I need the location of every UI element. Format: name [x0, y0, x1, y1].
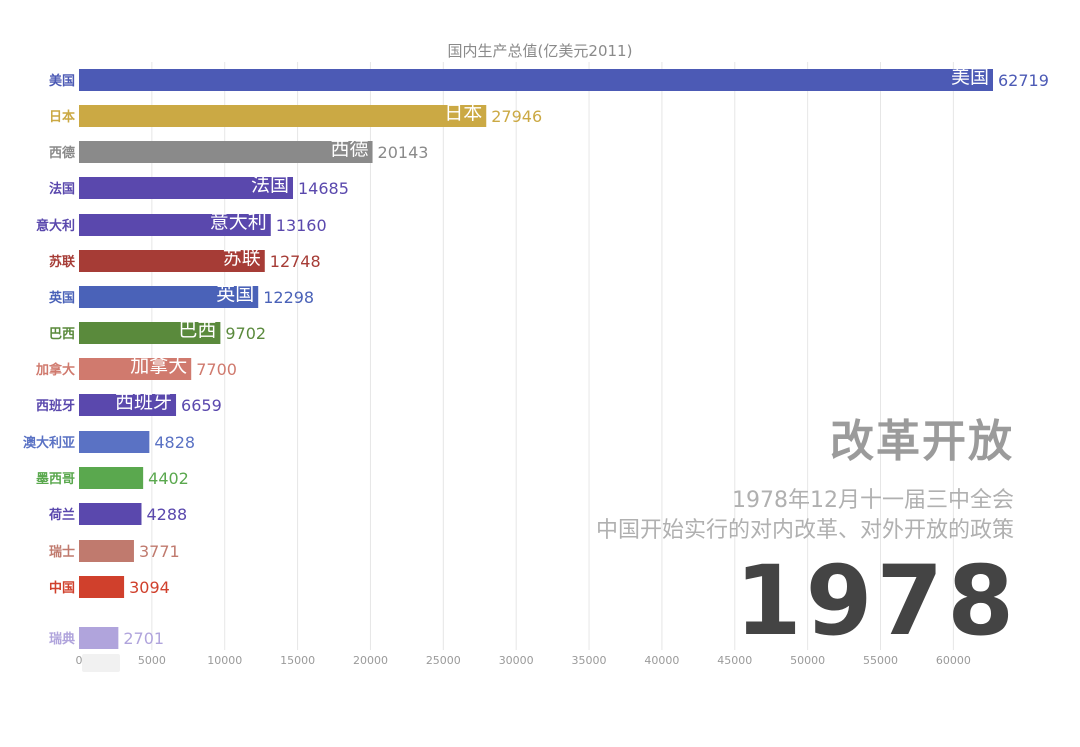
data-label: 9702 [225, 324, 266, 343]
x-tick-label: 15000 [280, 654, 315, 667]
data-label: 7700 [196, 360, 237, 379]
bar [79, 177, 294, 199]
bar [79, 69, 993, 91]
bar [79, 431, 150, 453]
x-tick-label: 40000 [644, 654, 679, 667]
bar-inner-label: 巴西 [178, 319, 216, 341]
x-tick-label: 45000 [717, 654, 752, 667]
x-tick-label: 55000 [863, 654, 898, 667]
bar-inner-label: 西德 [331, 138, 369, 160]
x-tick-label: 35000 [572, 654, 607, 667]
bar-inner-label: 意大利 [210, 211, 267, 233]
y-tick-label: 意大利 [36, 218, 75, 234]
scrollbar-thumb[interactable] [82, 654, 120, 672]
y-tick-label: 巴西 [49, 327, 75, 342]
y-tick-label: 加拿大 [35, 362, 75, 378]
x-tick-label: 60000 [936, 654, 971, 667]
bar [79, 576, 125, 598]
y-tick-label: 日本 [49, 109, 75, 125]
data-label: 62719 [998, 71, 1049, 90]
y-tick-label: 法国 [49, 181, 75, 197]
bar [79, 105, 487, 127]
data-label: 12298 [263, 288, 314, 307]
event-title: 改革开放 [830, 416, 1014, 467]
y-tick-label: 荷兰 [48, 507, 75, 523]
x-tick-label: 50000 [790, 654, 825, 667]
x-tick-label: 30000 [499, 654, 534, 667]
bar [79, 250, 265, 272]
data-label: 14685 [298, 179, 349, 198]
bar-inner-label: 加拿大 [130, 354, 187, 377]
bar-inner-label: 英国 [216, 283, 254, 305]
event-description-line-2: 中国开始实行的对内改革、对外开放的政策 [595, 518, 1014, 543]
bar-inner-label: 苏联 [223, 247, 261, 269]
y-tick-label: 澳大利亚 [23, 435, 75, 451]
event-description-line-1: 1978年12月十一届三中全会 [732, 488, 1014, 513]
y-tick-label: 西班牙 [36, 398, 75, 414]
bar [79, 394, 177, 416]
y-tick-label: 苏联 [49, 254, 75, 270]
bar-inner-label: 西班牙 [115, 391, 172, 413]
data-label: 4288 [146, 505, 187, 524]
bar [79, 141, 373, 163]
bar-inner-label: 法国 [251, 174, 289, 196]
x-tick-label: 5000 [138, 654, 166, 667]
year-label: 1978 [734, 545, 1018, 657]
y-tick-label: 墨西哥 [36, 471, 75, 487]
data-label: 27946 [491, 107, 542, 126]
bar [79, 286, 259, 308]
y-tick-label: 瑞典 [49, 631, 75, 647]
y-tick-label: 美国 [49, 73, 75, 89]
y-tick-label: 中国 [49, 580, 75, 596]
data-label: 20143 [378, 143, 429, 162]
x-tick-label: 20000 [353, 654, 388, 667]
bar [79, 540, 134, 562]
x-tick-label: 0 [76, 654, 83, 667]
bar [79, 358, 192, 380]
chart-title: 国内生产总值(亿美元2011) [447, 42, 633, 60]
data-label: 13160 [276, 216, 327, 235]
data-label: 4402 [148, 469, 189, 488]
bar-inner-label: 日本 [444, 102, 482, 124]
data-label: 2701 [123, 629, 164, 648]
bar [79, 627, 119, 649]
x-tick-label: 10000 [207, 654, 242, 667]
bar [79, 503, 142, 525]
bar-inner-label: 美国 [951, 66, 989, 88]
data-label: 4828 [154, 433, 195, 452]
bar [79, 214, 271, 236]
data-label: 6659 [181, 396, 222, 415]
data-label: 3094 [129, 578, 170, 597]
y-tick-label: 瑞士 [49, 544, 75, 560]
y-tick-label: 西德 [49, 145, 75, 161]
bar [79, 322, 221, 344]
x-tick-label: 25000 [426, 654, 461, 667]
y-tick-label: 英国 [48, 290, 75, 306]
data-label: 12748 [270, 252, 321, 271]
data-label: 3771 [139, 542, 180, 561]
bar [79, 467, 144, 489]
